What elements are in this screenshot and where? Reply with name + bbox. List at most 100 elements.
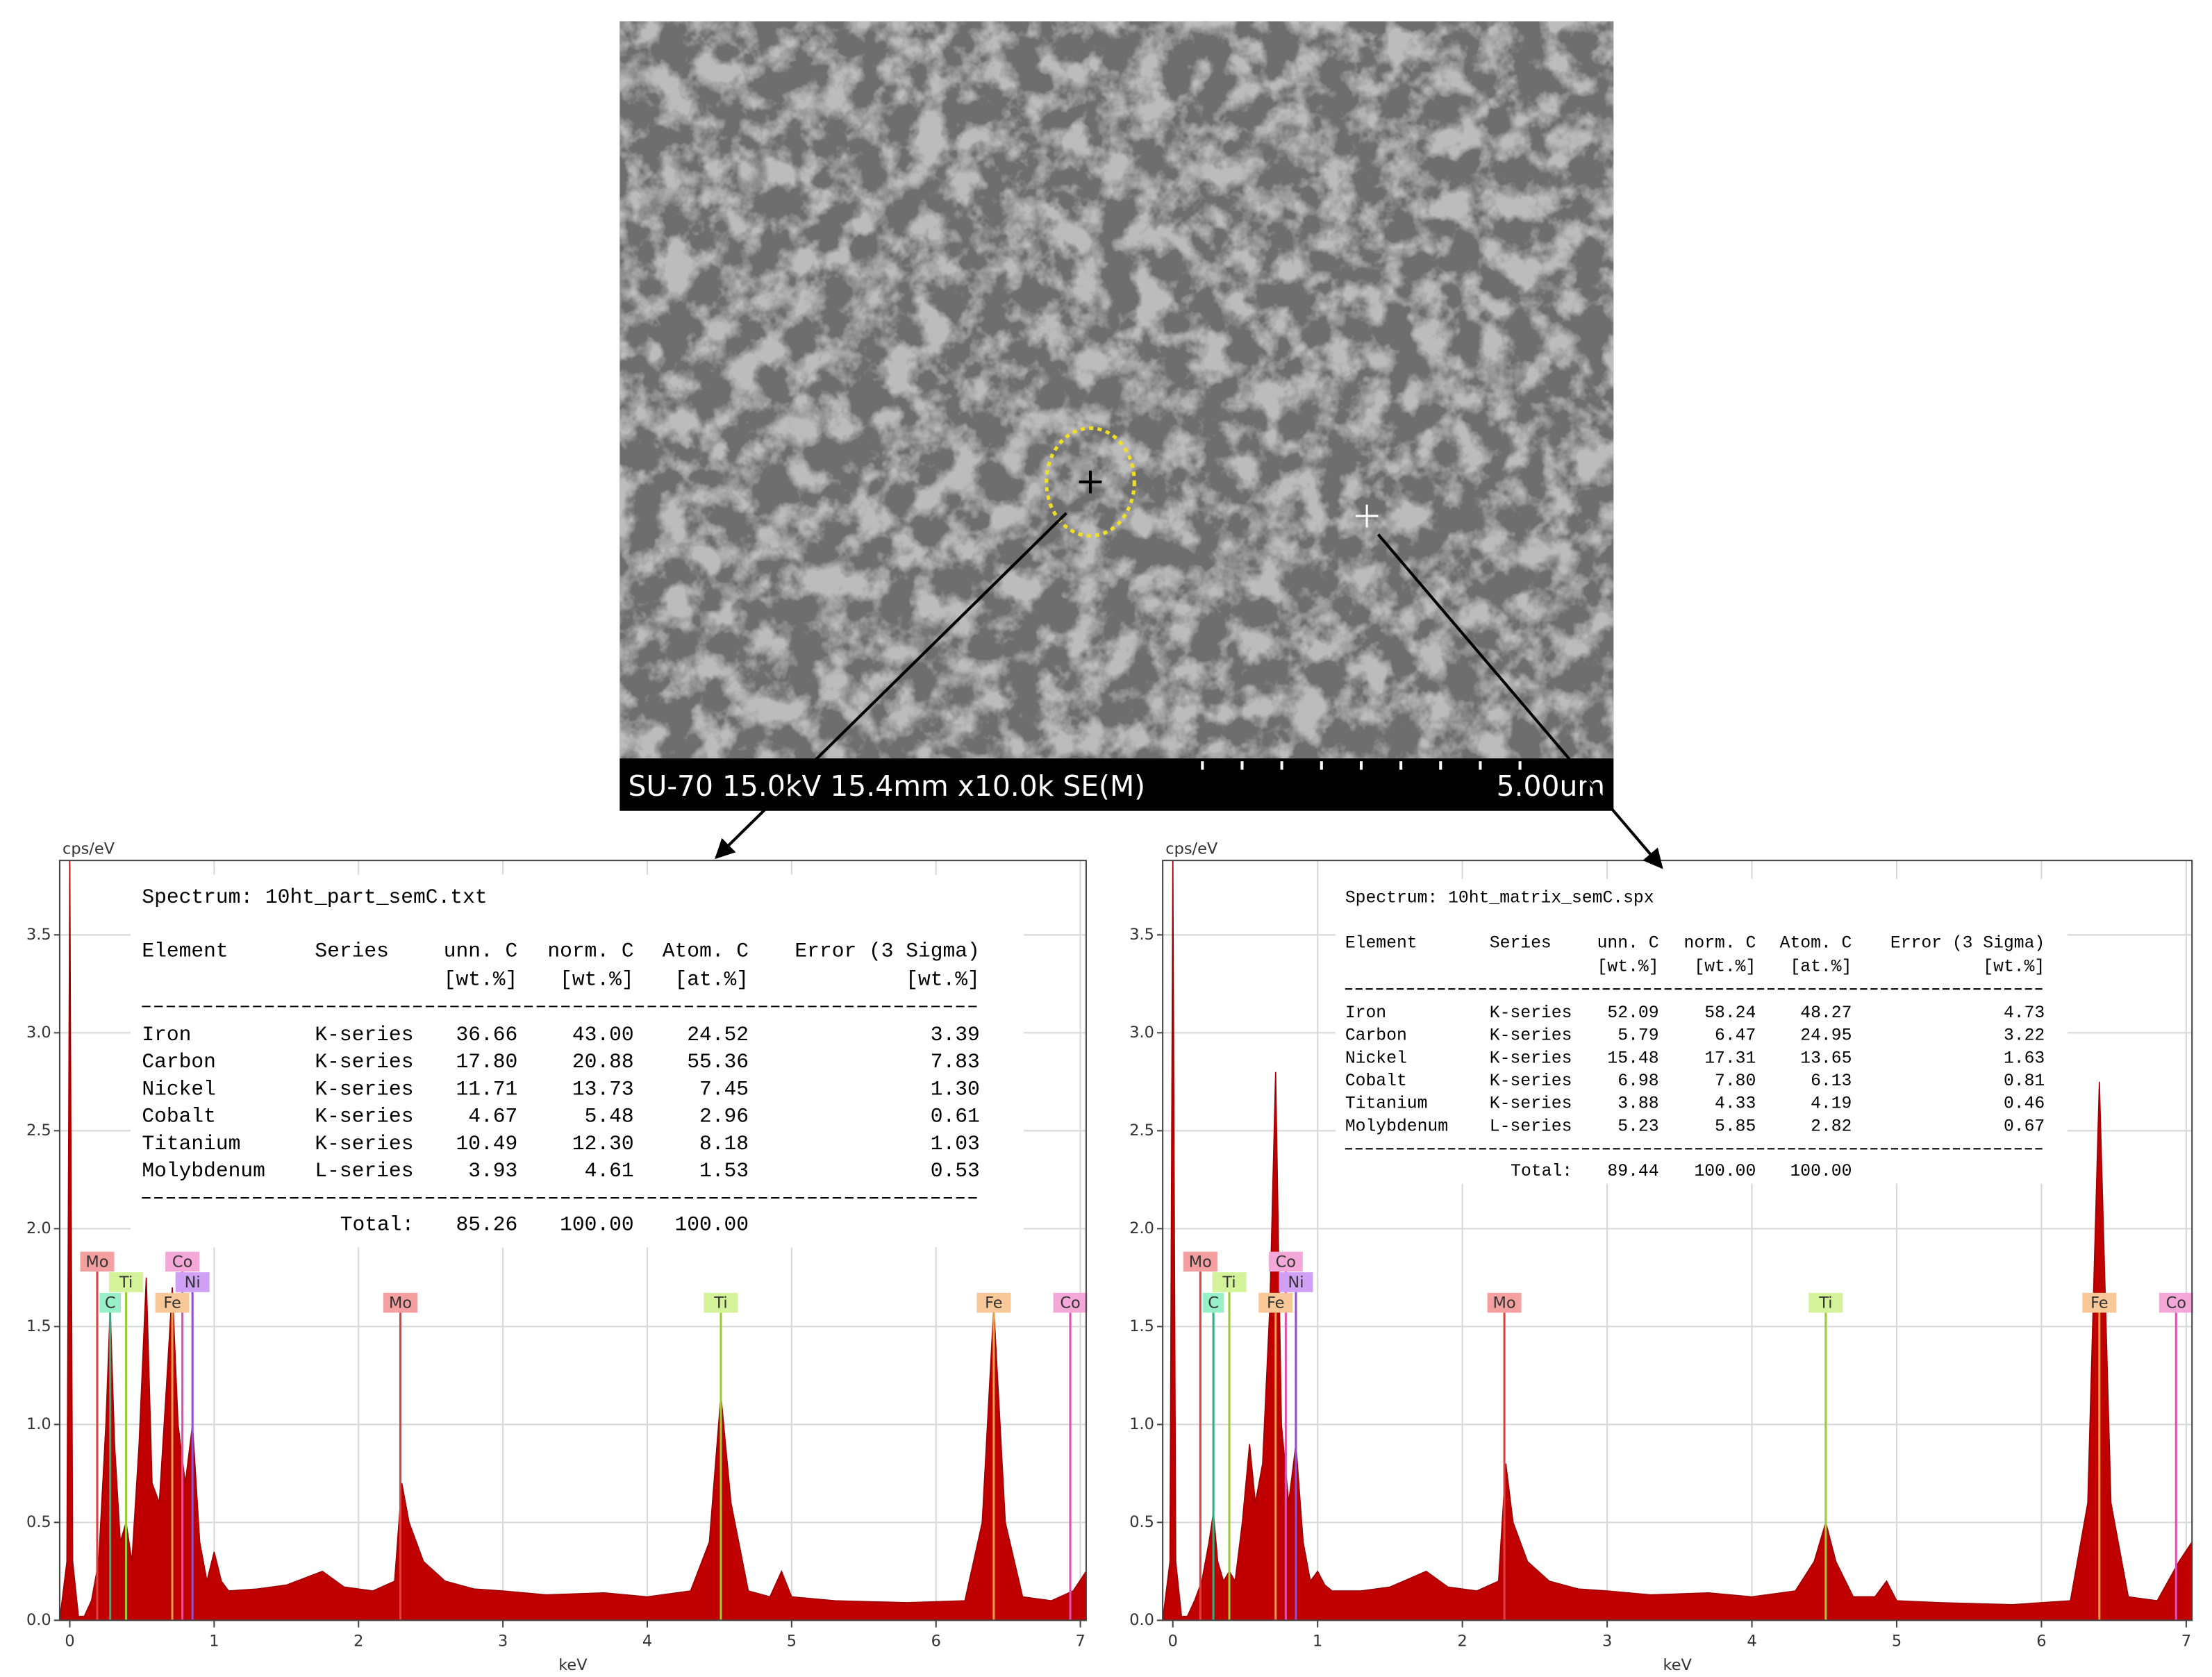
table-cell: 0.67: [2004, 1117, 2045, 1136]
table-cell: 11.71: [456, 1077, 518, 1101]
element-label-box: [2082, 1292, 2117, 1313]
table-cell: 2.82: [1811, 1117, 1852, 1136]
element-label: Ni: [1288, 1274, 1304, 1292]
scale-bar-label: 5.00um: [1497, 769, 1606, 803]
x-tick-label: 5: [1892, 1632, 1902, 1650]
y-tick-label: 0.0: [1129, 1611, 1154, 1629]
table-cell: 24.95: [1800, 1026, 1852, 1046]
table-cell: 3.88: [1618, 1094, 1658, 1114]
x-tick-label: 4: [642, 1632, 652, 1650]
table-box: [1336, 878, 2068, 1184]
table-cell: K-series: [315, 1077, 413, 1101]
table-cell: Nickel: [142, 1077, 216, 1101]
table-cell: K-series: [1490, 1094, 1572, 1114]
element-label-box: [2159, 1292, 2193, 1313]
table-units: [wt.%]: [444, 967, 518, 991]
table-cell: 6.13: [1811, 1071, 1852, 1091]
element-label: Fe: [1267, 1294, 1284, 1312]
table-header: Error (3 Sigma): [795, 940, 979, 963]
table-cell: 17.80: [456, 1050, 518, 1074]
table-cell: 0.81: [2004, 1071, 2045, 1091]
y-tick-label: 3.5: [26, 926, 51, 944]
table-cell: K-series: [315, 1023, 413, 1046]
x-tick-label: 6: [2036, 1632, 2046, 1650]
table-cell: 0.46: [2004, 1094, 2045, 1114]
element-label-box: [1183, 1251, 1217, 1272]
y-tick-label: 2.0: [26, 1219, 51, 1237]
x-tick-label: 4: [1747, 1632, 1756, 1650]
y-axis-label: cps/eV: [1165, 840, 1218, 858]
element-label-box: [704, 1292, 738, 1313]
x-tick-label: 7: [1075, 1632, 1085, 1650]
table-units: [wt.%]: [1694, 957, 1756, 976]
table-cell: K-series: [315, 1132, 413, 1155]
element-label: Co: [1276, 1253, 1296, 1271]
element-label: Ti: [119, 1274, 133, 1292]
element-label-box: [1279, 1272, 1313, 1292]
table-header: unn. C: [1597, 933, 1659, 953]
y-axis-label: cps/eV: [63, 840, 115, 858]
y-tick-label: 3.5: [1129, 926, 1154, 944]
y-tick-label: 1.5: [1129, 1317, 1154, 1335]
table-total: 85.26: [456, 1213, 518, 1237]
table-units: [wt.%]: [1597, 957, 1659, 976]
table-cell: 5.48: [585, 1105, 634, 1128]
table-units: [wt.%]: [560, 967, 634, 991]
element-label: Ti: [1818, 1294, 1832, 1312]
element-label-box: [383, 1292, 418, 1313]
element-label: Co: [172, 1253, 192, 1271]
table-cell: 52.09: [1607, 1003, 1658, 1023]
element-label: Ni: [185, 1274, 201, 1292]
table-cell: Nickel: [1345, 1049, 1407, 1068]
table-cell: 43.00: [572, 1023, 634, 1046]
x-tick-label: 1: [1313, 1632, 1322, 1650]
micrograph: [619, 21, 1614, 759]
table-header: Series: [315, 940, 389, 963]
element-label: Co: [2166, 1294, 2186, 1312]
table-units: [wt.%]: [906, 967, 980, 991]
table-title: Spectrum: 10ht_part_semC.txt: [142, 885, 487, 909]
element-label-box: [165, 1251, 200, 1272]
spectrum: [1163, 860, 2193, 1621]
table-header: Series: [1490, 933, 1552, 953]
table-cell: K-series: [1490, 1049, 1572, 1068]
table-units: [at.%]: [1790, 957, 1852, 976]
table-total-label: Total:: [340, 1213, 415, 1237]
table-cell: K-series: [1490, 1026, 1572, 1046]
sem-caption: SU-70 15.0kV 15.4mm x10.0k SE(M): [629, 769, 1146, 803]
y-tick-label: 1.5: [26, 1317, 51, 1335]
table-cell: 5.23: [1618, 1117, 1658, 1136]
table-cell: 12.30: [572, 1132, 634, 1155]
table-box: [131, 874, 1024, 1248]
table-cell: 0.53: [931, 1159, 980, 1183]
y-tick-label: 2.0: [1129, 1219, 1154, 1237]
table-cell: 3.22: [2004, 1026, 2045, 1046]
table-cell: 1.53: [699, 1159, 749, 1183]
element-label: Fe: [163, 1294, 181, 1312]
table-cell: 48.27: [1800, 1003, 1852, 1023]
table-cell: 3.39: [931, 1023, 980, 1046]
x-tick-label: 7: [2181, 1632, 2191, 1650]
element-label-box: [1487, 1292, 1522, 1313]
table-cell: 5.85: [1715, 1117, 1756, 1136]
element-label-box: [175, 1272, 210, 1292]
table-header: norm. C: [547, 940, 633, 963]
table-header: unn. C: [444, 940, 518, 963]
table-units: [wt.%]: [1983, 957, 2045, 976]
table-cell: 58.24: [1704, 1003, 1756, 1023]
element-label-box: [99, 1292, 121, 1313]
element-label: Mo: [1189, 1253, 1212, 1271]
element-label-box: [1212, 1272, 1247, 1292]
table-cell: 4.61: [585, 1159, 634, 1183]
analysis-circle: [1045, 426, 1136, 538]
y-tick-label: 1.0: [1129, 1415, 1154, 1433]
table-total: 100.00: [674, 1213, 749, 1237]
caption-bar: [619, 758, 1614, 811]
table-total: 100.00: [560, 1213, 634, 1237]
table-total: 100.00: [1694, 1162, 1756, 1181]
table-cell: 3.93: [468, 1159, 517, 1183]
table-cell: 15.48: [1607, 1049, 1658, 1068]
